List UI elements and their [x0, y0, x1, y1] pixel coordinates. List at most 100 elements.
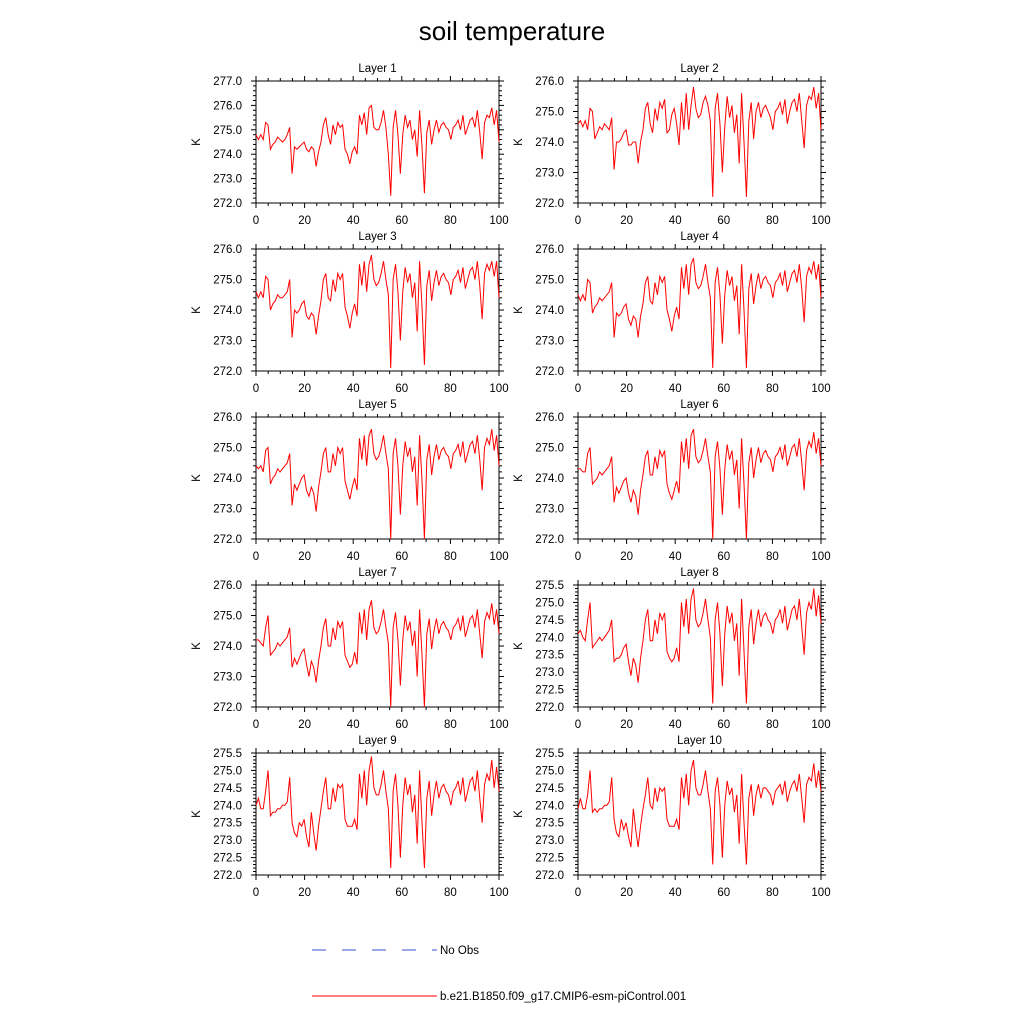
series-line — [577, 257, 822, 368]
series-line — [256, 600, 500, 708]
panel-title: Layer 4 — [680, 231, 719, 243]
x-tick-label: 100 — [811, 719, 830, 731]
panel-title: Layer 10 — [677, 735, 722, 747]
y-axis-label: K — [513, 474, 525, 482]
y-tick-label: 275.0 — [213, 611, 242, 623]
y-tick-label: 273.0 — [535, 835, 564, 847]
y-tick-label: 274.5 — [535, 783, 564, 795]
y-tick-label: 273.0 — [213, 174, 242, 186]
y-tick-label: 272.0 — [213, 198, 242, 210]
series-line — [577, 759, 822, 865]
panel-title: Layer 5 — [358, 399, 396, 411]
y-axis-label: K — [191, 810, 203, 818]
y-tick-label: 274.0 — [535, 800, 564, 812]
y-tick-label: 276.0 — [535, 412, 564, 424]
y-tick-label: 272.0 — [535, 870, 564, 882]
plot-frame — [255, 80, 500, 204]
x-tick-label: 80 — [766, 719, 779, 731]
x-tick-label: 40 — [347, 887, 360, 899]
y-tick-label: 274.0 — [213, 800, 242, 812]
y-tick-label: 275.0 — [535, 765, 564, 777]
y-axis-label: K — [191, 474, 203, 482]
x-tick-label: 100 — [811, 383, 830, 395]
x-tick-label: 0 — [575, 887, 581, 899]
x-tick-label: 60 — [395, 551, 408, 563]
x-tick-label: 80 — [444, 215, 457, 227]
x-tick-label: 60 — [395, 719, 408, 731]
y-tick-label: 274.0 — [213, 149, 242, 161]
y-tick-label: 274.0 — [213, 641, 242, 653]
y-axis-label: K — [513, 306, 525, 314]
y-tick-label: 272.5 — [535, 685, 564, 697]
x-tick-label: 40 — [347, 719, 360, 731]
y-tick-label: 272.0 — [213, 870, 242, 882]
y-tick-label: 274.5 — [213, 783, 242, 795]
panel-layer-3: Layer 3 K 0 20 40 60 80 100 272.0 273.0 274.0 275.0… — [191, 231, 509, 395]
panel-title: Layer 3 — [358, 231, 396, 243]
y-tick-label: 275.0 — [213, 275, 242, 287]
y-tick-label: 274.0 — [535, 473, 564, 485]
y-axis-label: K — [191, 642, 203, 650]
x-tick-label: 0 — [575, 215, 581, 227]
panels-grid: Layer 1 K 0 20 40 60 80 100 272.0 273.0 274.0 275.0… — [191, 63, 831, 899]
x-tick-label: 80 — [766, 887, 779, 899]
y-axis-label: K — [513, 810, 525, 818]
series-line — [255, 254, 500, 368]
panel-layer-5: Layer 5 K 0 20 40 60 80 100 272.0 273.0 274.0 275.0… — [191, 399, 509, 563]
y-axis-label: K — [191, 306, 203, 314]
x-tick-label: 40 — [347, 551, 360, 563]
panel-layer-1: Layer 1 K 0 20 40 60 80 100 272.0 273.0 274.0 275.0… — [191, 63, 509, 227]
panel-layer-10: Layer 10 K 0 20 40 60 80 100 272.0 272.5 273.0 273.… — [513, 735, 831, 899]
x-tick-label: 100 — [489, 215, 508, 227]
y-tick-label: 274.0 — [535, 305, 564, 317]
x-tick-label: 80 — [444, 551, 457, 563]
y-tick-label: 273.0 — [535, 667, 564, 679]
panel-layer-9: Layer 9 K 0 20 40 60 80 100 272.0 272.5 273.0 273.5… — [191, 735, 509, 899]
y-tick-label: 275.0 — [535, 107, 564, 119]
y-tick-label: 272.0 — [213, 366, 242, 378]
panel-title: Layer 7 — [358, 567, 396, 579]
plot-frame — [577, 752, 822, 876]
series-line — [255, 429, 500, 540]
y-tick-label: 276.0 — [213, 100, 242, 112]
x-tick-label: 60 — [717, 383, 730, 395]
panel-layer-2: Layer 2 K 0 20 40 60 80 100 272.0 273.0 274.0 275.0… — [513, 63, 831, 227]
x-tick-label: 60 — [395, 383, 408, 395]
plot-frame — [255, 752, 500, 876]
y-tick-label: 272.0 — [535, 366, 564, 378]
y-tick-label: 276.0 — [213, 580, 242, 592]
legend: No Obs b.e21.B1850.f09_g17.CMIP6-esm-piC… — [312, 945, 686, 1003]
series-line — [255, 104, 500, 196]
panel-title: Layer 1 — [358, 63, 396, 75]
y-tick-label: 275.0 — [213, 765, 242, 777]
y-tick-label: 272.0 — [535, 534, 564, 546]
y-tick-label: 273.5 — [535, 650, 564, 662]
y-tick-label: 275.0 — [535, 597, 564, 609]
x-tick-label: 0 — [575, 551, 581, 563]
x-tick-label: 20 — [620, 383, 633, 395]
y-tick-label: 274.5 — [535, 615, 564, 627]
x-tick-label: 20 — [298, 215, 311, 227]
series-line — [577, 87, 822, 197]
x-tick-label: 100 — [489, 719, 508, 731]
x-tick-label: 100 — [489, 383, 508, 395]
y-tick-label: 277.0 — [213, 76, 242, 88]
x-tick-label: 60 — [717, 887, 730, 899]
x-tick-label: 40 — [347, 215, 360, 227]
y-tick-label: 272.0 — [535, 198, 564, 210]
y-tick-label: 276.0 — [535, 244, 564, 256]
plot-frame — [577, 248, 822, 372]
x-tick-label: 20 — [298, 383, 311, 395]
series-line — [578, 429, 822, 540]
legend-obs-label: No Obs — [440, 945, 479, 957]
y-tick-label: 273.0 — [213, 835, 242, 847]
x-tick-label: 80 — [766, 215, 779, 227]
x-tick-label: 40 — [669, 383, 682, 395]
plot-frame — [577, 584, 822, 708]
x-tick-label: 20 — [620, 887, 633, 899]
panel-title: Layer 6 — [680, 399, 718, 411]
y-tick-label: 276.0 — [535, 76, 564, 88]
x-tick-label: 0 — [253, 887, 259, 899]
y-tick-label: 275.5 — [213, 748, 242, 760]
